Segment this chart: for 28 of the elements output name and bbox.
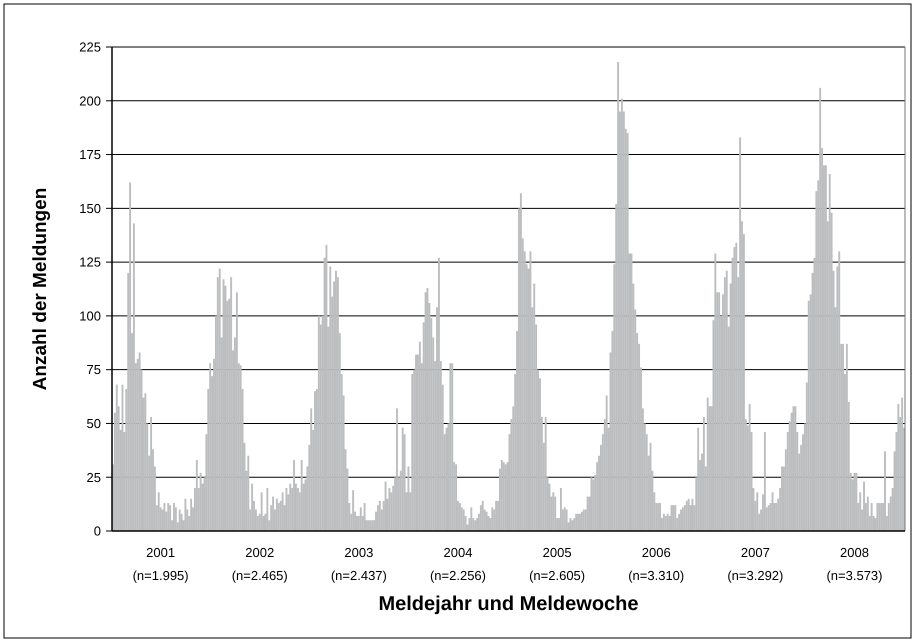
y-tick-label: 150 bbox=[79, 200, 101, 216]
text: (n=3.310) bbox=[628, 568, 684, 583]
x-tick-label: 2004 bbox=[444, 545, 472, 560]
y-tick-label: 175 bbox=[79, 147, 101, 162]
x-tick-label: 2006 bbox=[642, 545, 671, 560]
text: (n=1.995) bbox=[132, 568, 189, 583]
text: (n=2.465) bbox=[232, 568, 288, 583]
text: (n=2.256) bbox=[430, 568, 486, 583]
x-tick-label: 2005 bbox=[542, 545, 572, 560]
text: (n=2.605) bbox=[529, 568, 586, 583]
text: (n=3.573) bbox=[826, 568, 882, 583]
text: (n=3.292) bbox=[727, 568, 784, 583]
y-tick-label: 0 bbox=[94, 524, 101, 539]
text: (n=2.437) bbox=[330, 568, 387, 583]
y-tick-label: 50 bbox=[86, 416, 101, 431]
y-tick-label: 100 bbox=[79, 308, 101, 324]
x-tick-label: 2007 bbox=[740, 545, 770, 560]
x-tick-label: 2003 bbox=[344, 545, 374, 560]
x-tick-label: 2008 bbox=[840, 545, 869, 560]
y-tick-label: 200 bbox=[79, 93, 101, 108]
y-tick-label: 75 bbox=[86, 362, 101, 378]
y-tick-label: 25 bbox=[86, 470, 101, 485]
x-tick-label: 2002 bbox=[245, 545, 274, 560]
y-tick-label: 125 bbox=[79, 254, 101, 270]
x-axis-title: Meldejahr und Meldewoche bbox=[378, 593, 639, 615]
x-tick-label: 2001 bbox=[146, 545, 176, 560]
y-axis-title: Anzahl der Meldungen bbox=[30, 188, 51, 390]
y-tick-label: 225 bbox=[79, 40, 101, 55]
